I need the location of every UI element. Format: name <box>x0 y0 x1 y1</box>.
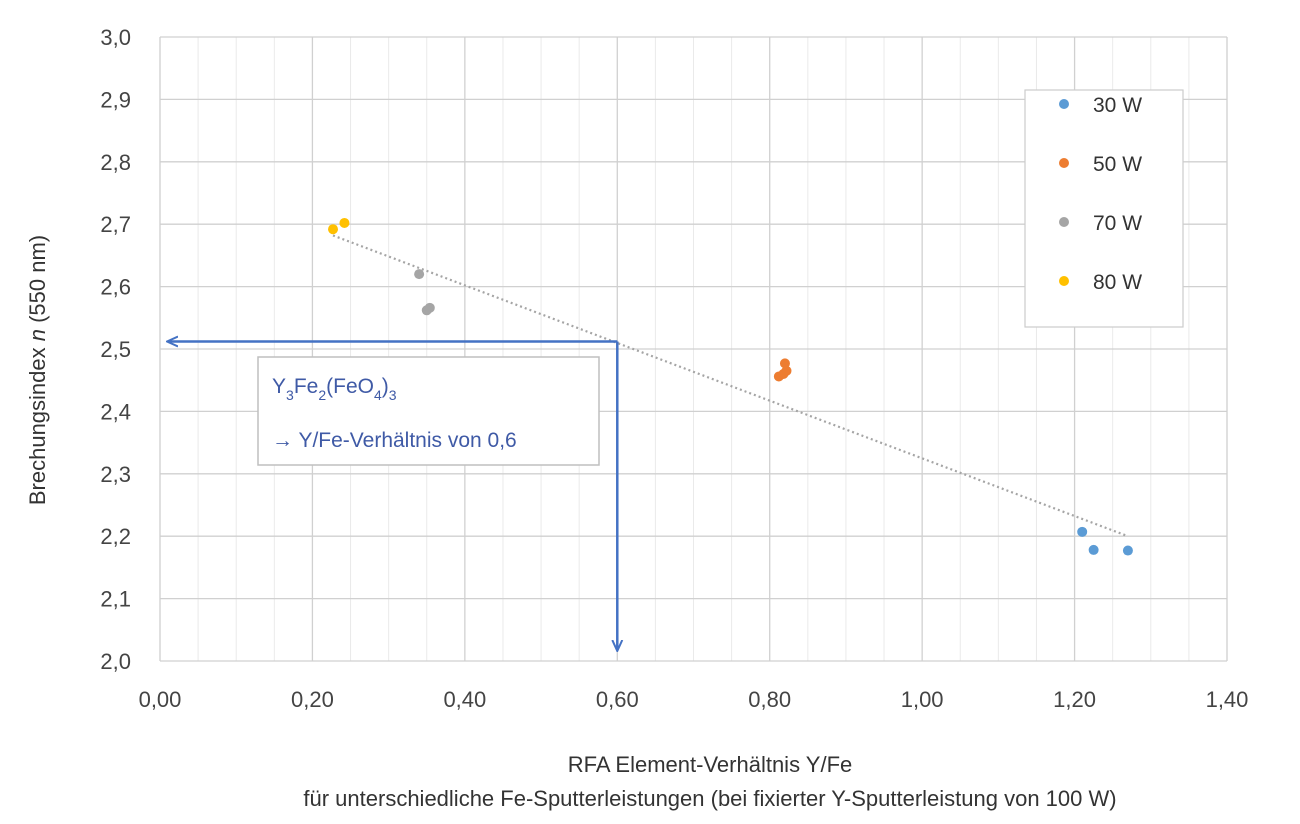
legend-label: 50 W <box>1093 153 1142 176</box>
legend-label: 70 W <box>1093 212 1142 235</box>
annotation-formula: Y3Fe2(FeO4)3 <box>272 375 397 403</box>
x-tick-label: 0,60 <box>596 687 639 712</box>
x-tick-label: 0,00 <box>139 687 182 712</box>
data-point <box>781 365 792 376</box>
x-tick-labels: 0,00 0,20 0,40 0,60 0,80 1,00 1,20 1,40 <box>139 687 1249 712</box>
legend-label: 30 W <box>1093 94 1142 117</box>
y-tick-label: 2,1 <box>100 587 131 612</box>
legend-marker <box>1059 217 1069 227</box>
y-axis-label-italic: n <box>25 329 50 341</box>
y-tick-label: 2,5 <box>100 337 131 362</box>
formula-feo: (FeO <box>326 375 374 398</box>
formula-sub-4: 3 <box>389 387 397 403</box>
y-tick-labels: 2,0 2,1 2,2 2,3 2,4 2,5 2,6 2,7 2,8 2,9 3,0 <box>100 25 131 674</box>
y-axis-label: Brechungsindex n (550 nm) <box>25 235 50 505</box>
y-axis-label-suffix: (550 nm) <box>25 235 50 329</box>
data-point <box>1088 544 1099 555</box>
y-tick-label: 2,2 <box>100 524 131 549</box>
legend-marker <box>1059 276 1069 286</box>
formula-sub-1: 3 <box>286 387 294 403</box>
data-point <box>328 224 339 235</box>
data-point <box>1122 545 1133 556</box>
x-tick-label: 1,00 <box>901 687 944 712</box>
data-point <box>779 358 790 369</box>
data-points <box>328 217 1133 556</box>
y-tick-label: 2,3 <box>100 462 131 487</box>
formula-sub-2: 2 <box>318 387 326 403</box>
y-axis-label-prefix: Brechungsindex <box>25 341 50 505</box>
annotation-box: Y3Fe2(FeO4)3 → Y/Fe-Verhältnis von 0,6 <box>257 356 600 466</box>
x-tick-label: 0,20 <box>291 687 334 712</box>
x-tick-label: 0,40 <box>443 687 486 712</box>
x-axis-label-line2: für unterschiedliche Fe-Sputterleistunge… <box>303 786 1116 811</box>
y-tick-label: 2,6 <box>100 275 131 300</box>
data-point <box>414 269 425 280</box>
formula-paren-close: ) <box>382 375 389 398</box>
legend-marker <box>1059 99 1069 109</box>
legend-label: 80 W <box>1093 271 1142 294</box>
annotation-text: → Y/Fe-Verhältnis von 0,6 <box>272 429 517 452</box>
legend: 30 W 50 W 70 W 80 W <box>1024 89 1184 328</box>
trendline <box>332 234 1129 538</box>
data-point <box>1077 526 1088 537</box>
legend-box <box>1024 89 1184 328</box>
formula-y: Y <box>272 375 286 398</box>
y-tick-label: 2,8 <box>100 150 131 175</box>
x-tick-label: 0,80 <box>748 687 791 712</box>
data-point <box>424 302 435 313</box>
y-tick-label: 2,7 <box>100 212 131 237</box>
y-tick-label: 3,0 <box>100 25 131 50</box>
y-tick-label: 2,9 <box>100 87 131 112</box>
y-tick-label: 2,4 <box>100 399 131 424</box>
formula-sub-3: 4 <box>374 387 382 403</box>
y-tick-label: 2,0 <box>100 649 131 674</box>
formula-fe: Fe <box>294 375 319 398</box>
legend-items: 30 W 50 W 70 W 80 W <box>1059 94 1142 294</box>
data-point <box>339 217 350 228</box>
x-tick-label: 1,40 <box>1206 687 1249 712</box>
x-tick-label: 1,20 <box>1053 687 1096 712</box>
legend-marker <box>1059 158 1069 168</box>
x-axis-label: RFA Element-Verhältnis Y/Fe <box>568 752 853 777</box>
